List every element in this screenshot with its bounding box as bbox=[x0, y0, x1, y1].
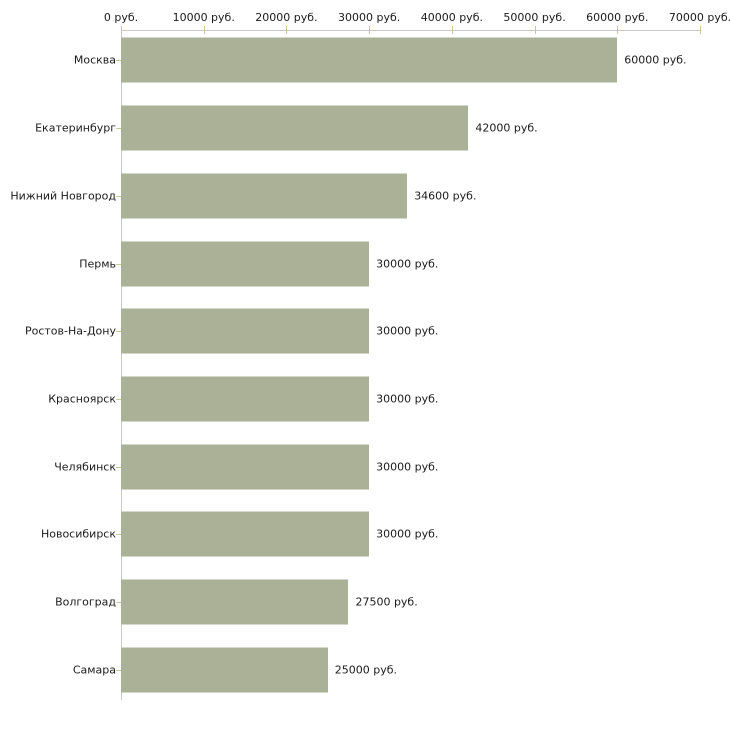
bar bbox=[121, 173, 408, 219]
category-label: Пермь bbox=[79, 257, 116, 271]
y-axis-line bbox=[121, 30, 122, 700]
value-label: 30000 руб. bbox=[376, 257, 439, 271]
x-axis-tick-mark bbox=[617, 26, 619, 34]
y-axis-tick-mark bbox=[116, 263, 121, 265]
bar-row: Самара 25000 руб. bbox=[0, 636, 730, 704]
x-axis-tick-mark bbox=[203, 26, 205, 34]
y-axis-tick-mark bbox=[116, 60, 121, 62]
value-label: 30000 руб. bbox=[376, 324, 439, 338]
x-axis-tick-mark bbox=[451, 26, 453, 34]
x-axis-tick-label: 30000 руб. bbox=[338, 11, 401, 24]
x-axis-tick-label: 50000 руб. bbox=[503, 11, 566, 24]
bar bbox=[121, 511, 370, 557]
y-axis-tick-mark bbox=[116, 602, 121, 604]
x-axis-tick-label: 40000 руб. bbox=[420, 11, 483, 24]
x-axis-tick-label: 10000 руб. bbox=[172, 11, 235, 24]
bar-row: Нижний Новгород 34600 руб. bbox=[0, 162, 730, 230]
value-label: 27500 руб. bbox=[355, 595, 418, 609]
category-label: Красноярск bbox=[48, 392, 116, 406]
x-axis-tick-mark bbox=[369, 26, 371, 34]
x-axis-tick-mark bbox=[286, 26, 288, 34]
value-label: 25000 руб. bbox=[334, 663, 398, 677]
bar-row: Ростов-На-Дону 30000 руб. bbox=[0, 297, 730, 365]
category-label: Челябинск bbox=[54, 460, 116, 474]
bar bbox=[121, 241, 370, 287]
bar-row: Волгоград 27500 руб. bbox=[0, 568, 730, 636]
value-label: 42000 руб. bbox=[475, 121, 538, 135]
bar-row: Пермь 30000 руб. bbox=[0, 230, 730, 298]
bar bbox=[121, 376, 370, 422]
value-label: 30000 руб. bbox=[376, 392, 439, 406]
bar-row: Новосибирск 30000 руб. bbox=[0, 501, 730, 569]
y-axis-tick-mark bbox=[116, 398, 121, 400]
category-label: Новосибирск bbox=[40, 527, 116, 541]
value-label: 30000 руб. bbox=[376, 527, 439, 541]
bar bbox=[121, 647, 328, 693]
x-axis-tick-label: 20000 руб. bbox=[255, 11, 318, 24]
value-label: 34600 руб. bbox=[414, 189, 477, 203]
x-axis-tick-mark bbox=[534, 26, 536, 34]
value-label: 30000 руб. bbox=[376, 460, 439, 474]
bar bbox=[121, 308, 370, 354]
x-axis-tick-mark bbox=[121, 26, 122, 34]
x-axis-tick-label: 70000 руб. bbox=[668, 11, 730, 24]
bar-row: Красноярск 30000 руб. bbox=[0, 365, 730, 433]
y-axis-tick-mark bbox=[116, 128, 121, 130]
bar bbox=[121, 579, 349, 625]
value-label: 60000 руб. bbox=[624, 53, 687, 67]
x-axis-tick-label: 0 руб. bbox=[103, 11, 139, 24]
y-axis-tick-mark bbox=[116, 669, 121, 671]
bar-row: Москва 60000 руб. bbox=[0, 27, 730, 95]
bar bbox=[121, 105, 469, 151]
y-axis-tick-mark bbox=[116, 195, 121, 197]
bar bbox=[121, 37, 618, 83]
x-axis-tick-mark bbox=[700, 26, 701, 34]
category-label: Самара bbox=[72, 663, 116, 677]
category-label: Ростов-На-Дону bbox=[24, 324, 116, 338]
y-axis-tick-mark bbox=[116, 466, 121, 468]
category-label: Волгоград bbox=[55, 595, 116, 609]
bar bbox=[121, 444, 370, 490]
bar-row: Челябинск 30000 руб. bbox=[0, 433, 730, 501]
category-label: Екатеринбург bbox=[35, 121, 116, 135]
bar-row: Екатеринбург 42000 руб. bbox=[0, 94, 730, 162]
y-axis-tick-mark bbox=[116, 331, 121, 333]
x-axis-tick-label: 60000 руб. bbox=[586, 11, 649, 24]
category-label: Москва bbox=[73, 53, 116, 67]
category-label: Нижний Новгород bbox=[10, 189, 116, 203]
x-axis-line bbox=[121, 30, 701, 31]
y-axis-tick-mark bbox=[116, 534, 121, 536]
